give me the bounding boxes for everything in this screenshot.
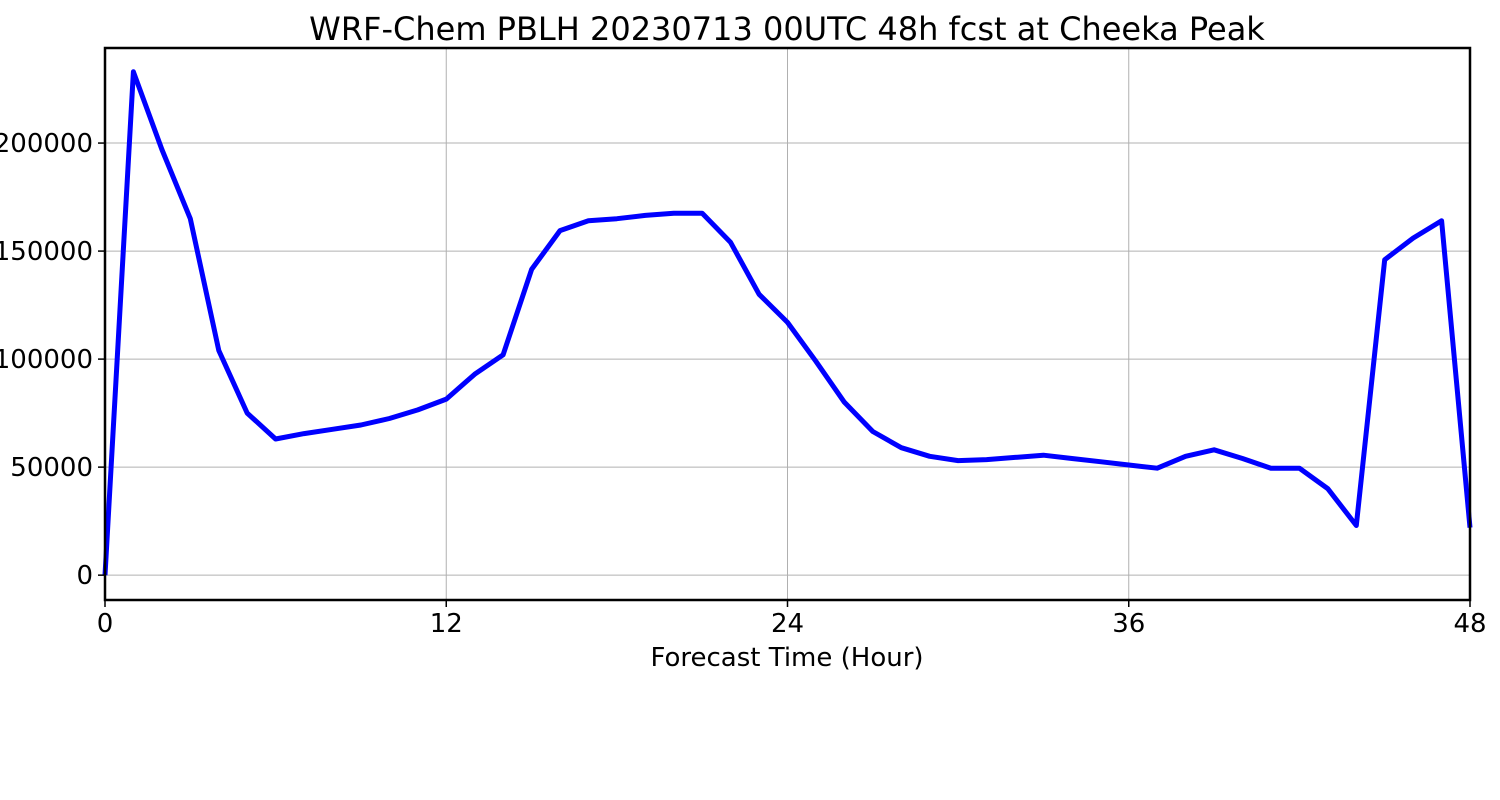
y-tick-label: 150000	[0, 237, 93, 267]
y-tick-label: 50000	[10, 453, 93, 483]
grid-lines	[105, 48, 1470, 600]
y-tick-label: 200000	[0, 129, 93, 159]
x-tick-label: 12	[430, 609, 463, 639]
series-line	[102, 69, 1473, 576]
x-tick-label: 48	[1453, 609, 1486, 639]
chart-title: WRF-Chem PBLH 20230713 00UTC 48h fcst at…	[309, 10, 1265, 48]
series-layer	[102, 69, 1473, 576]
x-tick-label: 36	[1112, 609, 1145, 639]
x-axis-label: Forecast Time (Hour)	[650, 643, 923, 673]
y-tick-label: 100000	[0, 345, 93, 375]
axis-ticks: 0 12 24 36 48 0 50000 100000 150000 200000	[0, 129, 1487, 639]
y-tick-label: 0	[76, 561, 93, 591]
x-tick-label: 24	[771, 609, 804, 639]
x-tick-label: 0	[97, 609, 114, 639]
